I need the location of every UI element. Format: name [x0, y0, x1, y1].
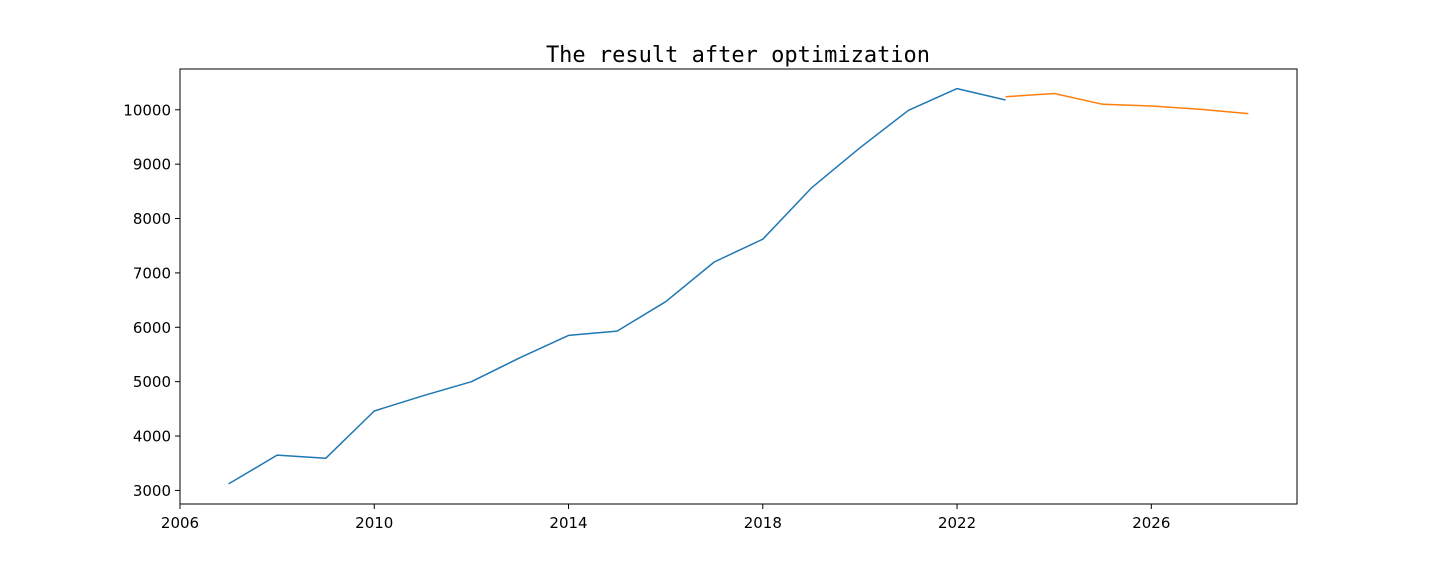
- x-tick-label: 2022: [938, 514, 976, 532]
- y-tick-label: 9000: [133, 156, 171, 174]
- y-axis: 3000 4000 5000 6000 7000 8000 9000 10000: [123, 101, 180, 500]
- chart-title: The result after optimization: [546, 43, 930, 68]
- y-tick-label: 3000: [133, 482, 171, 500]
- y-tick-label: 4000: [133, 428, 171, 446]
- axes-frame: [179, 68, 1298, 505]
- series-line-2: [1005, 92, 1249, 115]
- y-tick-label: 10000: [123, 101, 171, 119]
- x-axis: 2006 2010 2014 2018 2022 2026: [161, 504, 1170, 532]
- y-tick-label: 6000: [133, 319, 171, 337]
- plot-area: [228, 87, 1249, 485]
- x-tick-label: 2018: [744, 514, 782, 532]
- series-line-1: [228, 87, 1006, 485]
- y-tick-label: 8000: [133, 210, 171, 228]
- x-tick-label: 2010: [355, 514, 393, 532]
- y-tick-label: 7000: [133, 264, 171, 282]
- x-tick-label: 2006: [161, 514, 199, 532]
- y-tick-label: 5000: [133, 373, 171, 391]
- x-tick-label: 2014: [549, 514, 587, 532]
- x-tick-label: 2026: [1132, 514, 1170, 532]
